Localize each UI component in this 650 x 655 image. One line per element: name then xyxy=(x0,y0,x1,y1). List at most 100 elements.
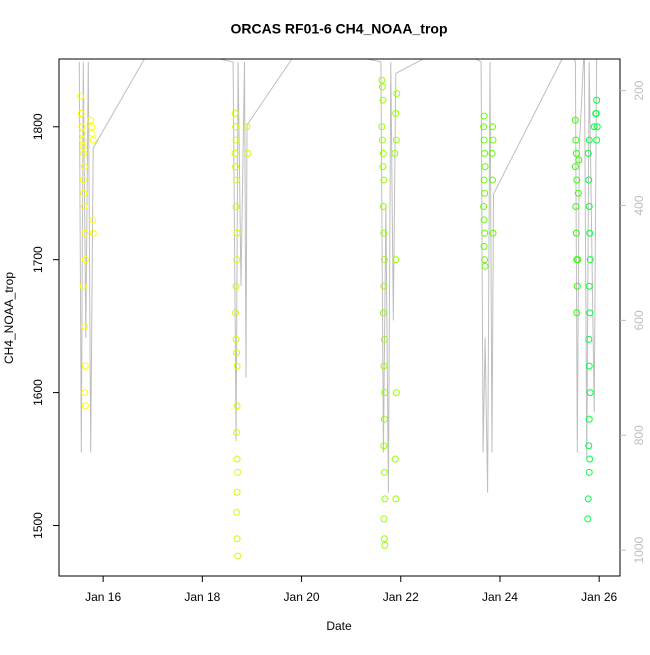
point xyxy=(233,428,241,436)
point xyxy=(392,136,400,144)
point xyxy=(80,203,88,211)
point xyxy=(585,362,593,370)
point xyxy=(232,136,240,144)
point xyxy=(379,96,387,104)
point xyxy=(233,402,241,410)
point xyxy=(80,149,88,157)
point xyxy=(381,389,389,397)
point xyxy=(380,415,388,423)
point xyxy=(572,203,580,211)
chart-title: ORCAS RF01-6 CH4_NOAA_trop xyxy=(230,21,447,37)
point xyxy=(572,229,580,237)
plot-area xyxy=(77,59,601,560)
point xyxy=(232,203,240,211)
point xyxy=(593,96,601,104)
point xyxy=(571,116,579,124)
point xyxy=(380,229,388,237)
point xyxy=(79,143,87,151)
point xyxy=(378,76,386,84)
y-tick-label: 1700 xyxy=(31,246,45,273)
point xyxy=(380,176,388,184)
y2-tick-label: 200 xyxy=(632,80,646,100)
point xyxy=(392,495,400,503)
point xyxy=(480,123,488,131)
point xyxy=(378,83,386,91)
point xyxy=(89,216,97,224)
point xyxy=(489,176,497,184)
x-tick-label: Jan 16 xyxy=(85,590,121,604)
point xyxy=(489,229,497,237)
point xyxy=(232,335,240,343)
point xyxy=(593,123,601,131)
point xyxy=(233,362,241,370)
point xyxy=(79,136,87,144)
point xyxy=(232,123,240,131)
point xyxy=(380,335,388,343)
point xyxy=(592,109,600,117)
point xyxy=(480,203,488,211)
point xyxy=(585,136,593,144)
point xyxy=(79,176,87,184)
x-tick-label: Jan 22 xyxy=(383,590,419,604)
point xyxy=(571,163,579,171)
point xyxy=(380,256,388,264)
y-tick-label: 1800 xyxy=(31,113,45,140)
point xyxy=(78,129,86,137)
x-axis-label: Date xyxy=(326,619,352,633)
point xyxy=(481,149,489,157)
point xyxy=(585,442,593,450)
point xyxy=(585,415,593,423)
y-tick-label: 1600 xyxy=(31,379,45,406)
point xyxy=(381,495,389,503)
point xyxy=(380,362,388,370)
point xyxy=(88,129,96,137)
point xyxy=(585,176,593,184)
point xyxy=(233,349,241,357)
point xyxy=(392,389,400,397)
point xyxy=(233,229,241,237)
point xyxy=(379,203,387,211)
y-axis-label: CH4_NOAA_trop xyxy=(2,272,16,364)
point xyxy=(380,535,388,543)
point xyxy=(232,282,240,290)
point xyxy=(391,149,399,157)
point xyxy=(380,468,388,476)
point xyxy=(78,123,86,131)
point xyxy=(392,256,400,264)
point xyxy=(590,123,598,131)
point xyxy=(574,189,582,197)
point xyxy=(231,109,239,117)
point xyxy=(233,488,241,496)
point xyxy=(481,163,489,171)
point xyxy=(233,508,241,516)
point xyxy=(233,176,241,184)
point xyxy=(481,189,489,197)
point xyxy=(489,136,497,144)
point xyxy=(572,149,580,157)
point xyxy=(593,136,601,144)
point xyxy=(234,552,242,560)
y2-tick-label: 1000 xyxy=(632,536,646,563)
point xyxy=(380,515,388,523)
point xyxy=(392,109,400,117)
point xyxy=(77,92,85,100)
point xyxy=(586,455,594,463)
point xyxy=(80,163,88,171)
point xyxy=(480,216,488,224)
y2-tick-label: 400 xyxy=(632,195,646,215)
point xyxy=(380,442,388,450)
point xyxy=(233,455,241,463)
point xyxy=(243,123,251,131)
point xyxy=(584,495,592,503)
point xyxy=(81,229,89,237)
point xyxy=(586,229,594,237)
point xyxy=(585,468,593,476)
point xyxy=(88,123,96,131)
point xyxy=(380,282,388,290)
x-tick-label: Jan 20 xyxy=(284,590,320,604)
point xyxy=(244,149,252,157)
point xyxy=(233,535,241,543)
point xyxy=(379,149,387,157)
point xyxy=(378,136,386,144)
y2-tick-label: 800 xyxy=(632,425,646,445)
